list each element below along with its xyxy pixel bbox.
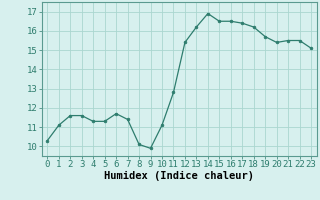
X-axis label: Humidex (Indice chaleur): Humidex (Indice chaleur) (104, 171, 254, 181)
